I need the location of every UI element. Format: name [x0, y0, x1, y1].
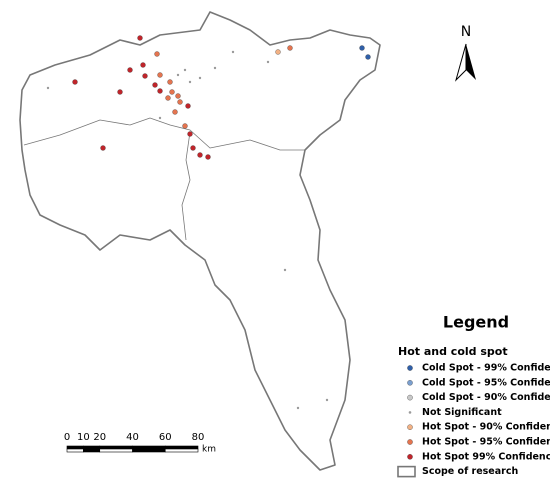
scale-bar: 0 10 20 40 60 80 km — [64, 432, 216, 455]
spots — [46, 35, 371, 410]
point — [231, 50, 235, 54]
point — [188, 80, 192, 84]
study-area — [19, 11, 381, 471]
scale-label: 80 — [192, 432, 205, 443]
point — [152, 82, 158, 88]
scale-segment — [83, 445, 101, 450]
point — [365, 54, 371, 60]
scale-segment — [164, 448, 199, 453]
scale-segment — [132, 448, 166, 453]
point — [165, 95, 171, 101]
point — [197, 152, 203, 158]
point — [325, 398, 329, 402]
point — [266, 60, 270, 64]
north-arrow: N — [455, 24, 476, 82]
legend-swatch — [407, 453, 413, 460]
legend-swatch — [407, 379, 413, 386]
legend-label: Not Significant — [422, 407, 502, 418]
legend-swatch — [408, 411, 412, 414]
point — [167, 79, 173, 85]
legend-swatch — [397, 465, 416, 478]
point — [72, 79, 78, 85]
scale-segment — [99, 445, 133, 450]
scale-segment — [164, 445, 199, 450]
legend-subtitle: Hot and cold spot — [398, 345, 508, 358]
inner-boundary — [181, 131, 191, 241]
point — [205, 154, 211, 160]
point — [287, 45, 293, 51]
point — [46, 86, 50, 90]
scale-segment — [132, 445, 166, 450]
outer-boundary — [19, 11, 381, 471]
point — [158, 116, 162, 120]
scale-label: 0 — [64, 432, 70, 443]
point — [359, 45, 365, 51]
legend: Cold Spot - 99% Confidence Cold Spot - 95… — [397, 363, 550, 478]
scale-unit: km — [202, 445, 216, 455]
point — [157, 72, 163, 78]
point — [296, 406, 300, 410]
point — [176, 73, 180, 77]
point — [175, 93, 181, 99]
scale-segment — [66, 448, 84, 453]
scale-label: 10 — [77, 432, 90, 443]
point — [169, 89, 175, 95]
point — [100, 145, 106, 151]
legend-label: Cold Spot - 90% Confidence — [422, 392, 550, 403]
point — [127, 67, 133, 73]
legend-title: Legend — [443, 313, 509, 332]
point — [172, 109, 178, 115]
legend-swatch — [407, 365, 413, 371]
legend-label: Hot Spot - 95% Confidence — [422, 437, 550, 448]
point — [187, 131, 193, 137]
arrow-half — [466, 44, 476, 80]
point — [182, 123, 188, 129]
point — [185, 103, 191, 109]
scale-label: 60 — [159, 432, 172, 443]
point — [140, 62, 146, 68]
legend-label: Hot Spot - 90% Confidence — [422, 422, 550, 433]
point — [157, 88, 163, 94]
point — [183, 68, 187, 72]
legend-label: Cold Spot - 95% Confidence — [422, 377, 550, 388]
scale-segment — [66, 445, 84, 450]
point — [190, 145, 196, 151]
point — [275, 49, 281, 55]
point — [283, 268, 287, 272]
scale-label: 40 — [126, 432, 139, 443]
legend-label: Scope of research — [422, 466, 518, 477]
point — [213, 66, 217, 70]
legend-label: Cold Spot - 99% Confidence — [422, 363, 550, 374]
point — [142, 73, 148, 79]
scale-segment — [83, 448, 101, 453]
scale-segment — [99, 448, 133, 453]
point — [117, 89, 123, 95]
point — [198, 76, 202, 80]
arrow-half — [455, 43, 467, 82]
north-label: N — [461, 24, 471, 40]
scale-label: 20 — [93, 432, 106, 443]
legend-label: Hot Spot 99% Confidence — [422, 451, 550, 462]
point — [137, 35, 143, 41]
legend-swatch — [407, 394, 413, 401]
inner-boundary — [23, 117, 305, 151]
point — [177, 99, 183, 105]
legend-swatch — [407, 439, 413, 445]
legend-swatch — [407, 424, 413, 431]
point — [154, 51, 160, 57]
